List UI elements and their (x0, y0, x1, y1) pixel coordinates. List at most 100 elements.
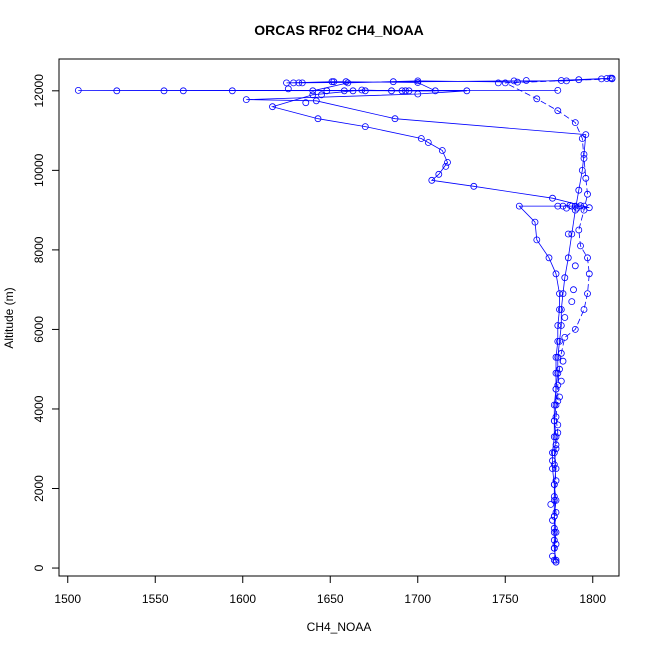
data-point (606, 74, 614, 82)
data-point (295, 79, 303, 87)
data-point (580, 154, 588, 162)
data-point (561, 274, 569, 282)
data-point (160, 87, 168, 95)
data-point (598, 75, 605, 83)
data-point (554, 337, 562, 345)
x-tick-label: 1600 (229, 592, 256, 606)
data-point (556, 393, 563, 401)
data-point (552, 540, 560, 548)
data-point (552, 385, 560, 393)
data-point (550, 461, 558, 469)
y-tick-label: 12000 (32, 74, 46, 108)
data-point (463, 87, 471, 95)
data-point (566, 201, 574, 209)
data-point (549, 449, 556, 457)
data-point (550, 536, 558, 544)
data-point (342, 78, 350, 86)
x-tick-label: 1800 (579, 592, 606, 606)
data-point (578, 135, 586, 142)
data-point (556, 306, 563, 313)
data-point (550, 481, 558, 488)
data-point (554, 87, 562, 94)
data-point (361, 123, 369, 130)
data-point (570, 286, 577, 294)
data-point (552, 433, 560, 441)
data-point (302, 99, 310, 107)
data-point (531, 218, 539, 226)
data-point (424, 139, 432, 146)
data-point (552, 509, 560, 516)
data-point (559, 290, 567, 298)
data-point (564, 230, 572, 238)
data-point (547, 500, 555, 508)
data-point (284, 85, 292, 93)
data-point (522, 77, 530, 84)
data-point (283, 79, 290, 87)
data-point (494, 79, 502, 87)
data-point (573, 204, 581, 212)
y-tick-label: 10000 (32, 153, 46, 187)
x-tick-label: 1700 (404, 592, 431, 606)
data-point (552, 369, 560, 377)
data-point (501, 79, 509, 87)
data-point (552, 528, 560, 536)
series-ascent_descent_2 (501, 75, 616, 564)
data-point (585, 270, 593, 278)
data-point (571, 119, 579, 126)
data-point (575, 186, 583, 194)
data-point (309, 91, 317, 99)
data-point (349, 87, 357, 95)
data-point (314, 115, 322, 123)
data-point (340, 87, 348, 95)
x-tick-label: 1750 (492, 592, 519, 606)
data-point (552, 496, 560, 504)
data-point (554, 202, 562, 210)
data-point (584, 290, 591, 298)
data-point (309, 87, 317, 95)
data-point (571, 202, 579, 210)
data-point (552, 413, 560, 421)
data-point (561, 333, 569, 341)
data-point (533, 95, 541, 103)
data-point (330, 78, 338, 86)
data-point (577, 242, 584, 250)
data-point (344, 79, 352, 87)
data-point (242, 96, 250, 103)
data-point (550, 433, 558, 441)
data-point (554, 421, 562, 429)
data-point (575, 76, 583, 84)
data-point (361, 87, 369, 95)
data-point (552, 556, 560, 564)
data-point (549, 552, 556, 560)
data-point (564, 254, 572, 262)
data-point (550, 528, 558, 536)
data-point (556, 365, 563, 373)
series-layer (74, 74, 616, 566)
data-point (554, 107, 562, 115)
data-point (577, 202, 584, 210)
x-tick-label: 1650 (317, 592, 344, 606)
data-point (550, 556, 558, 564)
data-point (549, 516, 556, 524)
data-point (552, 465, 560, 473)
y-tick-label: 4000 (32, 395, 46, 422)
data-point (417, 135, 425, 142)
data-point (556, 290, 563, 298)
data-point (552, 401, 560, 409)
data-point (568, 298, 576, 306)
data-point (398, 87, 406, 95)
data-point (514, 78, 521, 86)
data-point (580, 306, 588, 313)
data-point (575, 226, 583, 234)
x-axis: 1500 1550 1600 1650 1700 1750 1800 (54, 575, 606, 606)
data-point (318, 91, 325, 99)
data-point (74, 87, 82, 94)
data-point (554, 429, 562, 437)
data-point (559, 357, 567, 365)
data-point (568, 230, 576, 238)
chart-title: ORCAS RF02 CH4_NOAA (254, 22, 424, 38)
series-markers_only (113, 74, 614, 564)
data-point (269, 103, 276, 111)
